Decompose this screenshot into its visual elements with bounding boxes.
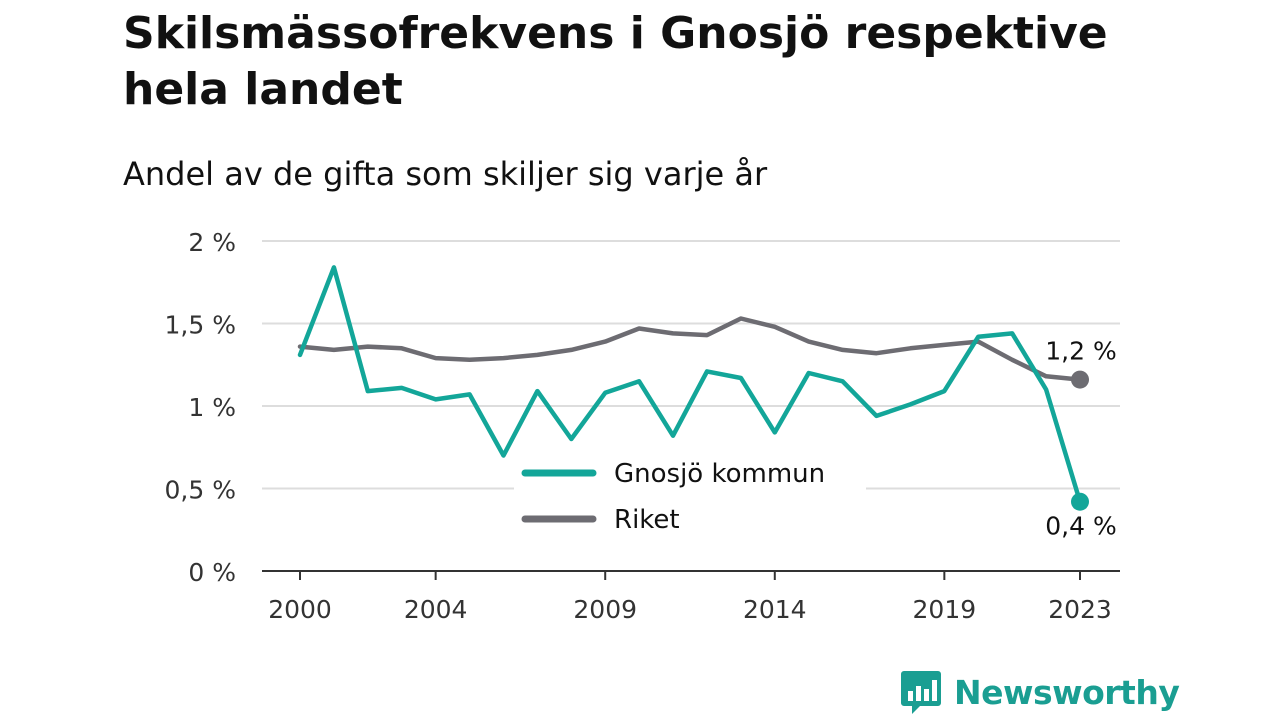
y-tick-label: 0 % — [188, 558, 236, 587]
series-lines — [297, 265, 1083, 504]
x-tick-label: 2019 — [913, 595, 977, 624]
chart-title: Skilsmässofrekvens i Gnosjö respektive h… — [123, 8, 1108, 115]
series-line-0 — [297, 265, 1083, 504]
y-tick-label: 1,5 % — [165, 311, 236, 340]
x-tick-label: 2023 — [1048, 595, 1112, 624]
end-value-label: 1,2 % — [1045, 337, 1116, 366]
newsworthy-logo: Newsworthy — [900, 668, 1180, 716]
end-markers: 0,4 % 1,2 % — [1045, 337, 1116, 541]
end-marker-1 — [1071, 370, 1089, 389]
x-tick-label: 2000 — [268, 595, 332, 624]
y-axis-tick-labels: 0 % 0,5 % 1 % 1,5 % 2 % — [165, 228, 236, 587]
brand-name: Newsworthy — [954, 672, 1180, 712]
x-tick-label: 2014 — [743, 595, 807, 624]
y-tick-label: 2 % — [188, 228, 236, 257]
x-tick-label: 2009 — [573, 595, 637, 624]
y-tick-label: 1 % — [188, 393, 236, 422]
x-axis: 2000 2004 2009 2014 2019 2023 — [262, 570, 1120, 624]
grid-lines — [262, 240, 1120, 490]
x-tick-label: 2004 — [404, 595, 468, 624]
legend-label: Riket — [614, 505, 680, 535]
end-marker-0 — [1071, 492, 1089, 511]
series-line-1 — [297, 316, 1083, 382]
legend: Gnosjö kommun Riket — [514, 448, 866, 548]
legend-label: Gnosjö kommun — [614, 459, 825, 489]
chart-subtitle: Andel av de gifta som skiljer sig varje … — [123, 155, 768, 193]
legend-background — [514, 448, 866, 548]
end-value-label: 0,4 % — [1045, 512, 1116, 541]
newsworthy-chart-bubble-icon — [901, 671, 941, 714]
y-tick-label: 0,5 % — [165, 476, 236, 505]
